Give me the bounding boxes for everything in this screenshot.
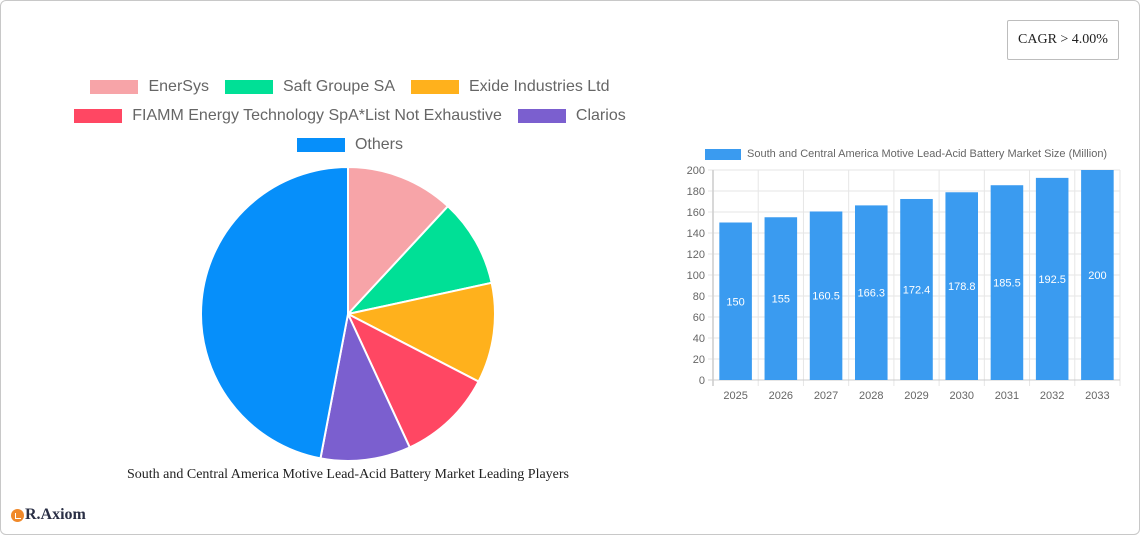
x-tick-label: 2030 [949,390,973,402]
y-tick-label: 120 [687,249,705,261]
bar-value-label: 178.8 [948,281,976,293]
legend-swatch [411,79,459,94]
y-tick-label: 80 [693,291,705,303]
legend-swatch [224,79,273,94]
y-tick-label: 160 [687,207,705,219]
bar[interactable] [900,198,933,380]
legend-label: Others [354,135,403,153]
legend-swatch [296,137,345,152]
bar-chart: 0 20 40 60 80 100 120 140 160 180 200 150 2025 155 202… [687,165,1121,402]
bar[interactable] [764,217,798,380]
legend-label: South and Central America Motive Lead-Ac… [747,148,1108,160]
legend-label: Exide Industries Ltd [469,77,610,95]
y-tick-label: 20 [693,354,705,366]
x-tick-label: 2031 [995,390,1019,402]
bar[interactable] [854,205,888,380]
legend-item-others[interactable]: Others [296,135,403,154]
bar[interactable] [945,192,979,380]
legend-label: EnerSys [148,77,209,95]
legend-swatch [517,108,566,123]
bar-value-label: 155 [772,294,790,306]
bar-legend[interactable]: South and Central America Motive Lead-Ac… [705,148,1107,160]
legend-item-clarios[interactable]: Clarios [517,106,626,125]
logo-icon [11,508,24,522]
bar-value-label: 192.5 [1038,274,1066,286]
cagr-badge: CAGR > 4.00% [1007,20,1119,60]
legend-swatch [90,79,139,94]
bar-value-label: 200 [1088,270,1106,282]
pie-slice[interactable] [347,165,450,317]
pie-slice[interactable] [345,311,480,449]
legend-item-fiamm[interactable]: FIAMM Energy Technology SpA*List Not Exh… [74,107,502,125]
pie-legend: EnerSys Saft Groupe SA Exide Industries … [40,72,660,159]
bar[interactable] [719,222,752,381]
logo-text: R.Axiom [25,506,86,523]
bar[interactable] [1081,170,1114,380]
bar-value-label: 172.4 [903,284,931,296]
x-tick-label: 2029 [904,390,928,402]
bar[interactable] [1035,177,1069,380]
legend-item-exide[interactable]: Exide Industries Ltd [411,78,610,96]
legend-item-saft[interactable]: Saft Groupe SA [224,77,395,96]
pie-slice[interactable] [345,281,496,383]
x-tick-label: 2028 [859,390,883,402]
bar-value-label: 185.5 [993,278,1021,290]
x-tick-label: 2027 [814,390,838,402]
y-tick-label: 200 [687,165,705,177]
pie-slice[interactable] [319,310,412,462]
y-tick-label: 40 [693,333,705,345]
x-tick-label: 2033 [1085,390,1109,402]
pie-slice[interactable] [345,204,493,316]
legend-label: Clarios [575,106,626,124]
legend-swatch [74,108,123,123]
cagr-label: CAGR > 4.00% [1018,32,1108,47]
x-tick-label: 2025 [723,390,747,402]
y-tick-label: 100 [687,270,705,282]
bar-value-label: 160.5 [812,291,840,303]
bar[interactable] [990,185,1024,380]
y-tick-label: 60 [693,312,705,324]
x-tick-label: 2026 [769,390,793,402]
bar[interactable] [809,211,843,380]
y-tick-label: 0 [699,375,705,387]
pie-chart-title: South and Central America Motive Lead-Ac… [126,467,570,482]
pie-chart [200,165,496,462]
legend-item-enersys[interactable]: EnerSys [90,77,209,96]
y-tick-label: 180 [687,186,705,198]
y-tick-label: 140 [687,228,705,240]
x-tick-label: 2032 [1040,390,1064,402]
legend-label: FIAMM Energy Technology SpA*List Not Exh… [132,106,502,124]
legend-label: Saft Groupe SA [282,77,395,95]
bar-value-label: 166.3 [858,288,886,300]
bar-value-label: 150 [726,296,744,308]
legend-swatch [705,148,741,160]
logo: R.Axiom [11,506,86,524]
pie-slice[interactable] [200,165,349,460]
